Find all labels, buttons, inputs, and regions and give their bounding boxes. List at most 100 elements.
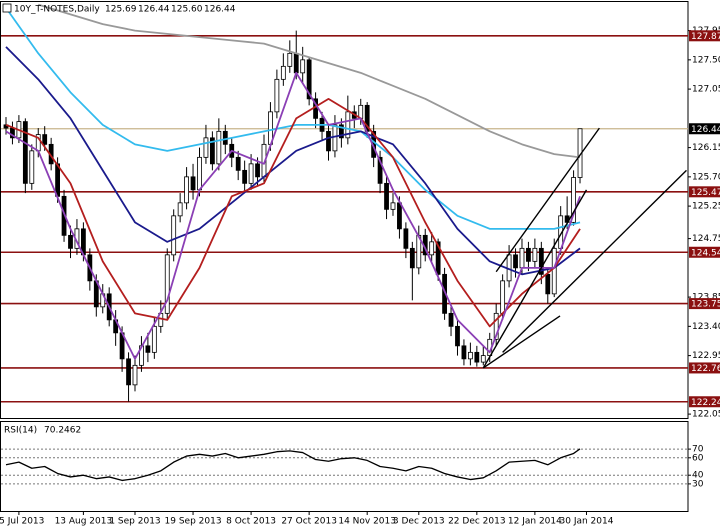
main-panel-frame	[0, 1, 689, 419]
candle-body	[248, 163, 254, 184]
candle-body	[68, 234, 73, 249]
candle-body	[429, 241, 435, 256]
y-tick-label: 125.25	[692, 202, 720, 212]
candle-body	[409, 247, 415, 269]
candle-body	[467, 351, 473, 360]
candle-body	[397, 202, 402, 230]
candle-body	[551, 247, 557, 295]
chart-header: 10Y_T-NOTES,Daily 125.69 126.44 125.60 1…	[2, 3, 236, 436]
candle-body	[390, 202, 396, 210]
last-open: 125.69	[105, 5, 137, 15]
candle-body	[177, 202, 183, 217]
candle-body	[216, 130, 222, 165]
candle-body	[255, 163, 260, 178]
candle-body	[145, 345, 151, 353]
y-tick-label: 126.15	[692, 143, 720, 153]
candle-body	[306, 59, 312, 100]
candle-body	[384, 182, 389, 210]
level-label-bg	[689, 186, 720, 198]
y-tick-label: 124.75	[692, 234, 720, 244]
candle-body	[300, 59, 306, 74]
candle-body	[461, 345, 467, 360]
candle-body	[235, 156, 241, 171]
level-label-bg	[689, 246, 720, 258]
x-tick-label: 27 Oct 2013	[281, 517, 337, 527]
level-label-bg	[689, 30, 720, 42]
x-tick-label: 1 Sep 2013	[109, 517, 160, 527]
y-tick-label: 122.05	[692, 410, 720, 420]
rsi-name: RSI(14)	[4, 426, 37, 436]
x-tick-label: 14 Nov 2013	[338, 517, 396, 527]
candle-body	[126, 358, 131, 386]
candle-body	[571, 177, 576, 223]
x-tick-label: 19 Sep 2013	[165, 517, 222, 527]
last-close: 126.44	[204, 5, 236, 15]
x-tick-label: 30 Jan 2014	[560, 517, 614, 527]
candle-body	[338, 124, 344, 139]
moving-average	[5, 46, 581, 276]
moving-average	[37, 3, 581, 159]
last-high: 126.44	[138, 5, 170, 15]
last-low: 125.60	[171, 5, 203, 15]
y-tick-label: 123.85	[692, 293, 720, 303]
candle-body	[480, 355, 486, 363]
candle-body	[526, 247, 531, 262]
chart-title: 10Y_T-NOTES,Daily	[14, 5, 100, 15]
plot-layer: 127.95127.50127.05126.15125.70125.25124.…	[0, 3, 720, 527]
moving-average	[5, 97, 581, 328]
level-label: 124.54	[691, 248, 720, 258]
level-label: 123.75	[691, 300, 720, 310]
moving-average	[5, 71, 581, 360]
candle-body	[358, 104, 364, 119]
candle-body	[280, 65, 286, 80]
candle-body	[274, 78, 280, 113]
candle-body	[545, 273, 551, 295]
candle-body	[435, 241, 441, 275]
y-tick-label: 123.40	[692, 322, 720, 332]
candle-body	[287, 52, 293, 67]
x-tick-label: 3 Dec 2013	[393, 517, 445, 527]
y-tick-label: 127.05	[692, 85, 720, 95]
x-tick-label: 25 Jul 2013	[0, 517, 44, 527]
rsi-last-value: 70.2462	[44, 426, 81, 436]
close-label-bg	[689, 123, 720, 135]
candle-body	[448, 312, 454, 327]
candle-body	[332, 124, 338, 152]
rsi-panel-frame	[0, 421, 689, 512]
y-tick-label: 122.95	[692, 351, 720, 361]
y-tick-label: 60	[692, 453, 704, 463]
trend-line	[482, 315, 561, 369]
candle-body	[519, 247, 525, 269]
level-label: 122.76	[691, 364, 720, 374]
y-tick-label: 30	[692, 479, 704, 489]
candle-body	[403, 228, 409, 249]
candle-body	[55, 163, 60, 197]
candle-body	[171, 215, 177, 256]
candle-body	[538, 247, 544, 275]
level-label-bg	[689, 362, 720, 374]
level-label: 125.47	[691, 188, 720, 198]
candle-body	[203, 137, 209, 158]
candle-body	[377, 156, 383, 184]
candle-body	[493, 312, 499, 340]
candle-body	[209, 137, 215, 165]
y-tick-label: 125.70	[692, 172, 720, 182]
level-label-bg	[689, 298, 720, 310]
candle-body	[345, 111, 351, 139]
candle-body	[474, 351, 480, 363]
x-tick-label: 22 Dec 2013	[448, 517, 506, 527]
level-label: 122.24	[691, 398, 720, 408]
symbol-icon	[2, 3, 12, 13]
candle-body	[242, 169, 248, 184]
close-label: 126.44	[691, 125, 720, 135]
y-tick-label: 40	[692, 471, 704, 481]
candle-body	[326, 130, 331, 152]
trend-line	[502, 169, 687, 353]
candle-body	[151, 325, 157, 353]
candle-body	[184, 176, 189, 204]
trend-line	[482, 189, 588, 369]
x-tick-label: 13 Aug 2013	[55, 517, 113, 527]
level-label-bg	[689, 396, 720, 408]
candle-body	[293, 52, 299, 74]
